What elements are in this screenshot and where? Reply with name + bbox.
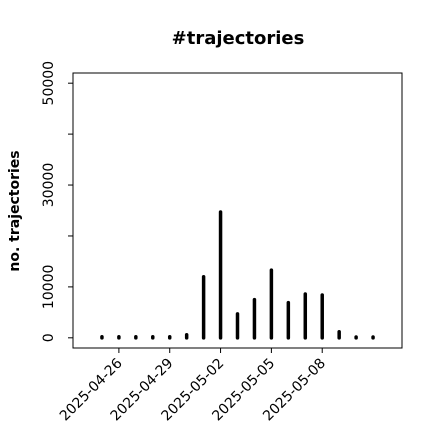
plot-frame bbox=[72, 72, 403, 349]
y-tick-label: 10000 bbox=[41, 265, 57, 310]
chart-title: #trajectories bbox=[172, 28, 305, 49]
y-tick-label: 0 bbox=[41, 333, 57, 342]
y-tick-label: 30000 bbox=[41, 163, 57, 208]
y-axis-label: no. trajectories bbox=[7, 150, 23, 271]
y-tick-label: 50000 bbox=[41, 61, 57, 106]
